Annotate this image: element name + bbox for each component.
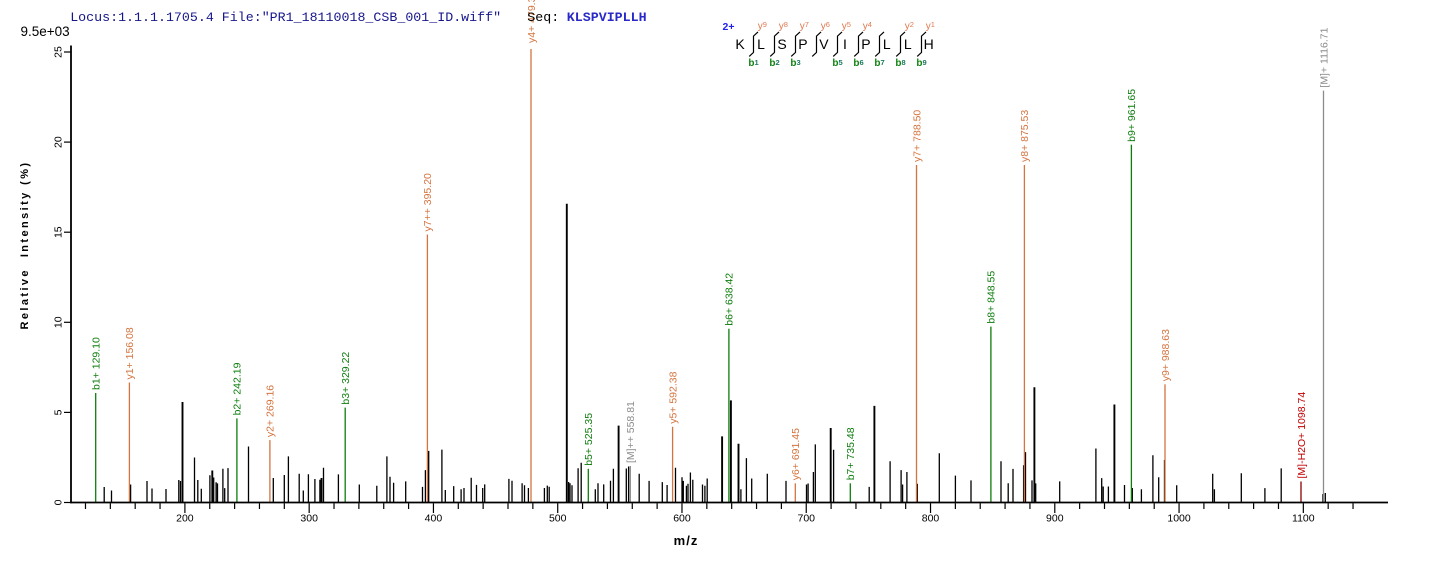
svg-text:600: 600	[673, 513, 691, 525]
svg-text:H: H	[924, 36, 934, 52]
svg-text:b2+ 242.19: b2+ 242.19	[232, 362, 244, 415]
svg-text:5: 5	[53, 409, 65, 415]
svg-text:b7+ 735.48: b7+ 735.48	[845, 427, 857, 480]
svg-text:300: 300	[300, 513, 318, 525]
svg-text:b6+ 638.42: b6+ 638.42	[724, 273, 736, 326]
svg-text:2+: 2+	[723, 21, 735, 33]
svg-text:Seq:: Seq:	[527, 10, 559, 25]
svg-text:y5+ 592.38: y5+ 592.38	[667, 371, 679, 423]
svg-text:y5: y5	[842, 20, 851, 32]
svg-text:I: I	[843, 36, 847, 52]
svg-text:500: 500	[549, 513, 567, 525]
svg-text:V: V	[819, 36, 829, 52]
svg-text:1000: 1000	[1167, 513, 1191, 525]
svg-text:200: 200	[176, 513, 194, 525]
svg-text:y7: y7	[800, 20, 809, 32]
svg-text:800: 800	[922, 513, 940, 525]
svg-text:b5: b5	[832, 58, 842, 69]
svg-text:b9+ 961.65: b9+ 961.65	[1126, 89, 1138, 142]
svg-text:L: L	[883, 36, 891, 52]
svg-text:400: 400	[425, 513, 443, 525]
svg-text:b8: b8	[895, 58, 905, 69]
svg-text:y4+ 479.31: y4+ 479.31	[526, 0, 538, 43]
svg-text:b6: b6	[853, 58, 863, 69]
svg-text:b1: b1	[748, 58, 758, 69]
svg-text:[M]+ 1116.71: [M]+ 1116.71	[1318, 27, 1330, 87]
svg-text:P: P	[798, 36, 807, 52]
svg-text:25: 25	[53, 46, 65, 58]
svg-text:900: 900	[1046, 513, 1064, 525]
svg-text:L: L	[904, 36, 912, 52]
svg-text:b9: b9	[916, 58, 926, 69]
svg-text:S: S	[777, 36, 786, 52]
svg-text:L: L	[757, 36, 765, 52]
svg-text:1100: 1100	[1292, 513, 1315, 525]
svg-text:b1+ 129.10: b1+ 129.10	[91, 337, 103, 390]
svg-text:Locus:1.1.1.1705.4 File:"PR1_1: Locus:1.1.1.1705.4 File:"PR1_18110018_CS…	[70, 10, 501, 25]
svg-text:y1+ 156.08: y1+ 156.08	[124, 327, 136, 379]
svg-text:y8+ 875.53: y8+ 875.53	[1019, 110, 1031, 162]
svg-text:b2: b2	[769, 58, 779, 69]
svg-text:y1: y1	[926, 20, 935, 32]
svg-text:y9+ 988.63: y9+ 988.63	[1160, 329, 1172, 381]
svg-text:y4: y4	[863, 20, 872, 32]
svg-text:y6+ 691.45: y6+ 691.45	[790, 428, 802, 480]
svg-text:y9: y9	[758, 20, 767, 32]
svg-text:700: 700	[797, 513, 815, 525]
svg-text:K: K	[735, 36, 745, 52]
svg-text:y2+ 269.16: y2+ 269.16	[265, 385, 277, 437]
svg-text:[M]-H2O+ 1098.74: [M]-H2O+ 1098.74	[1296, 392, 1308, 479]
svg-text:KLSPVIPLLH: KLSPVIPLLH	[567, 10, 647, 25]
svg-text:[M]++ 558.81: [M]++ 558.81	[625, 401, 637, 463]
svg-text:b3+ 329.22: b3+ 329.22	[340, 352, 352, 405]
svg-text:y7+ 788.50: y7+ 788.50	[911, 110, 923, 162]
svg-text:15: 15	[53, 226, 65, 238]
svg-text:10: 10	[53, 316, 65, 328]
svg-text:P: P	[861, 36, 870, 52]
svg-text:b7: b7	[874, 58, 884, 69]
svg-text:0: 0	[53, 499, 65, 505]
svg-text:y7++ 395.20: y7++ 395.20	[422, 173, 434, 232]
svg-text:b5+ 525.35: b5+ 525.35	[583, 413, 595, 466]
svg-text:Relative Intensity (%): Relative Intensity (%)	[19, 161, 31, 330]
svg-text:y6: y6	[821, 20, 830, 32]
svg-text:m/z: m/z	[674, 533, 699, 548]
svg-text:y2: y2	[905, 20, 914, 32]
svg-text:b3: b3	[790, 58, 800, 69]
svg-text:9.5e+03: 9.5e+03	[21, 24, 70, 39]
svg-text:b8+ 848.55: b8+ 848.55	[986, 271, 998, 324]
svg-text:y8: y8	[779, 20, 788, 32]
svg-text:20: 20	[53, 136, 65, 148]
